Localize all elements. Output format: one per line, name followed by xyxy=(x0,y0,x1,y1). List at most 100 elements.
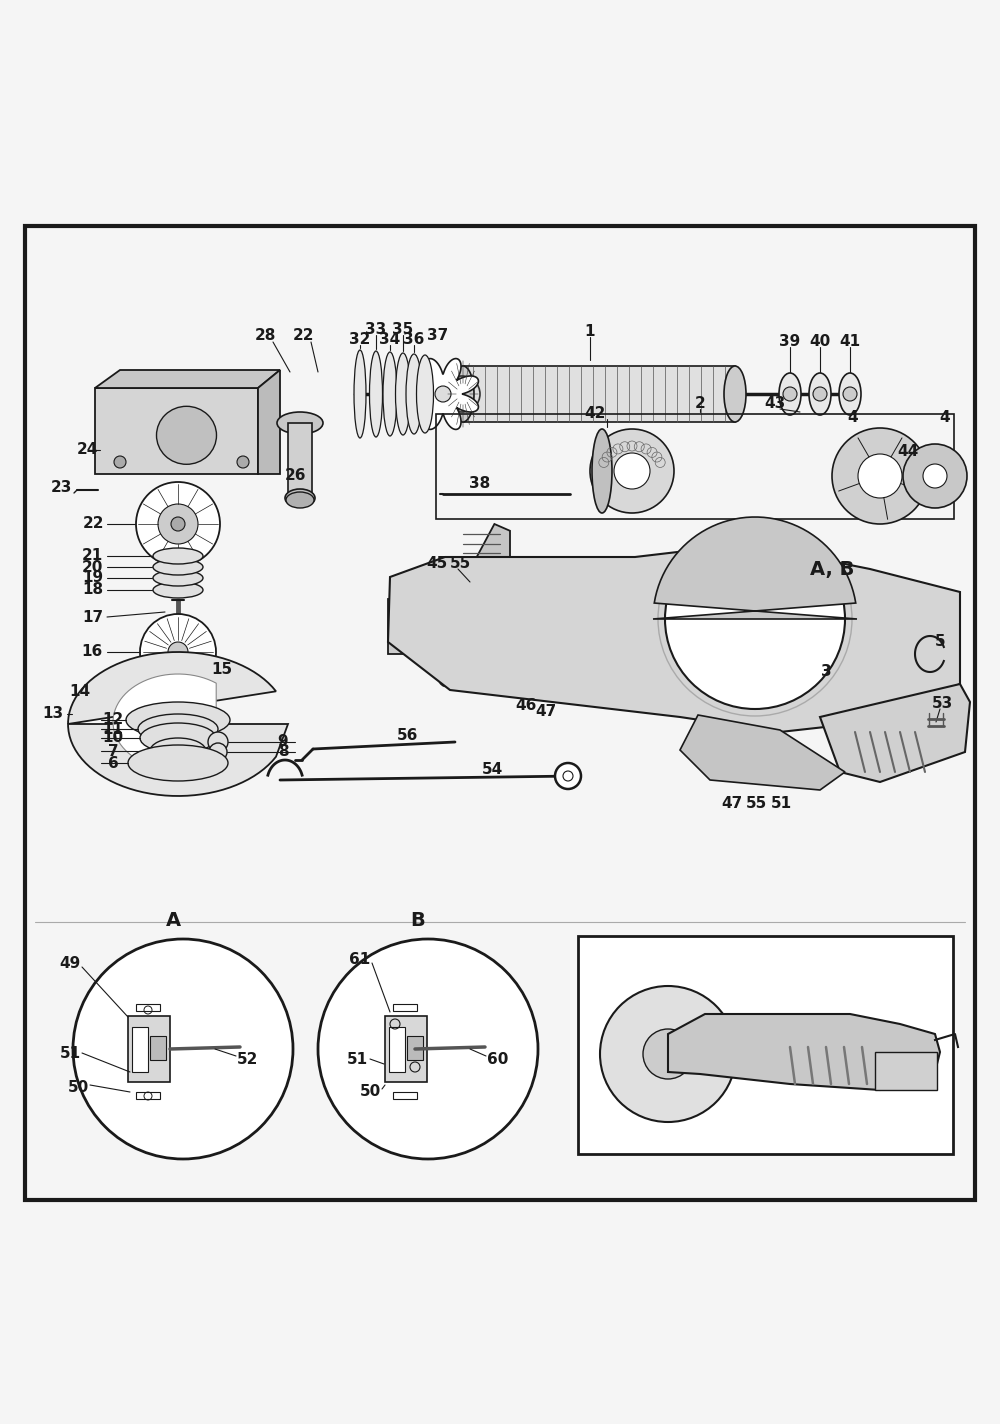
Bar xyxy=(436,414,954,518)
Text: 44: 44 xyxy=(897,444,919,460)
Text: 51: 51 xyxy=(59,1045,81,1061)
Ellipse shape xyxy=(153,560,203,575)
Circle shape xyxy=(858,454,902,498)
Circle shape xyxy=(783,387,797,402)
Bar xyxy=(150,1037,166,1059)
Text: 15: 15 xyxy=(211,662,233,676)
Bar xyxy=(385,1015,427,1082)
Text: 22: 22 xyxy=(82,517,104,531)
Text: 7: 7 xyxy=(108,743,118,759)
Text: 55: 55 xyxy=(449,557,471,571)
Text: 38: 38 xyxy=(469,477,491,491)
Text: 43: 43 xyxy=(764,396,786,412)
Ellipse shape xyxy=(406,355,422,434)
Ellipse shape xyxy=(839,373,861,414)
Ellipse shape xyxy=(779,373,801,414)
Circle shape xyxy=(832,429,928,524)
Text: 19: 19 xyxy=(82,571,103,585)
Circle shape xyxy=(555,763,581,789)
Ellipse shape xyxy=(354,350,366,439)
Text: 51: 51 xyxy=(770,796,792,812)
Text: 22: 22 xyxy=(292,329,314,343)
Text: 60: 60 xyxy=(487,1051,509,1067)
Ellipse shape xyxy=(277,412,323,434)
Circle shape xyxy=(158,504,198,544)
Text: 5: 5 xyxy=(935,635,945,649)
Polygon shape xyxy=(388,600,469,654)
Text: 36: 36 xyxy=(403,332,425,346)
Text: 32: 32 xyxy=(349,332,371,346)
Bar xyxy=(407,1037,423,1059)
Bar xyxy=(128,1015,170,1082)
Text: 54: 54 xyxy=(481,762,503,776)
Ellipse shape xyxy=(208,732,228,752)
Bar xyxy=(389,1027,405,1072)
Text: 61: 61 xyxy=(349,953,371,967)
Text: 20: 20 xyxy=(82,560,103,574)
Polygon shape xyxy=(820,684,970,782)
Polygon shape xyxy=(653,517,857,619)
Text: 10: 10 xyxy=(102,731,124,746)
Ellipse shape xyxy=(431,570,460,686)
Text: 53: 53 xyxy=(931,696,953,712)
Polygon shape xyxy=(680,715,845,790)
Text: 9: 9 xyxy=(278,735,288,749)
Text: 26: 26 xyxy=(284,467,306,483)
Text: 23: 23 xyxy=(51,480,72,494)
Ellipse shape xyxy=(163,682,193,702)
Ellipse shape xyxy=(153,570,203,587)
Circle shape xyxy=(73,938,293,1159)
Circle shape xyxy=(237,456,249,468)
Text: 55: 55 xyxy=(745,796,767,812)
Text: 47: 47 xyxy=(535,705,557,719)
Ellipse shape xyxy=(140,679,216,705)
Text: 4: 4 xyxy=(848,410,858,424)
Text: 50: 50 xyxy=(67,1079,89,1095)
Text: 52: 52 xyxy=(237,1051,259,1067)
Text: 51: 51 xyxy=(346,1051,368,1067)
Circle shape xyxy=(163,709,183,729)
Bar xyxy=(875,1052,937,1089)
Bar xyxy=(393,1092,417,1099)
Polygon shape xyxy=(668,1014,940,1089)
Text: 40: 40 xyxy=(809,335,831,349)
Text: 4: 4 xyxy=(940,410,950,424)
Bar xyxy=(578,936,953,1153)
Polygon shape xyxy=(408,359,478,430)
Polygon shape xyxy=(95,387,258,474)
Circle shape xyxy=(168,642,188,662)
Ellipse shape xyxy=(128,745,228,780)
Polygon shape xyxy=(113,674,216,770)
Circle shape xyxy=(614,453,650,488)
Ellipse shape xyxy=(138,713,218,743)
Ellipse shape xyxy=(153,548,203,564)
Text: 1: 1 xyxy=(585,325,595,339)
Circle shape xyxy=(600,985,736,1122)
Circle shape xyxy=(114,456,126,468)
Text: 12: 12 xyxy=(102,712,124,728)
Text: 8: 8 xyxy=(278,745,288,759)
Text: A, B: A, B xyxy=(810,560,854,578)
Text: 35: 35 xyxy=(392,322,414,336)
Text: 6: 6 xyxy=(108,756,118,770)
Text: A: A xyxy=(165,910,181,930)
Bar xyxy=(288,423,312,498)
Bar xyxy=(463,366,735,422)
Circle shape xyxy=(140,614,216,691)
Ellipse shape xyxy=(396,353,411,434)
Text: 46: 46 xyxy=(515,699,537,713)
Circle shape xyxy=(643,1030,693,1079)
Circle shape xyxy=(590,429,674,513)
Text: 11: 11 xyxy=(102,722,123,736)
Ellipse shape xyxy=(370,350,382,437)
Ellipse shape xyxy=(285,488,315,507)
Polygon shape xyxy=(258,370,280,474)
Text: 28: 28 xyxy=(254,329,276,343)
Text: 14: 14 xyxy=(69,685,90,699)
Text: 39: 39 xyxy=(779,335,801,349)
Polygon shape xyxy=(388,547,960,732)
Text: 13: 13 xyxy=(42,706,63,722)
Text: 21: 21 xyxy=(82,548,103,564)
Text: 47: 47 xyxy=(721,796,743,812)
Ellipse shape xyxy=(140,723,216,753)
